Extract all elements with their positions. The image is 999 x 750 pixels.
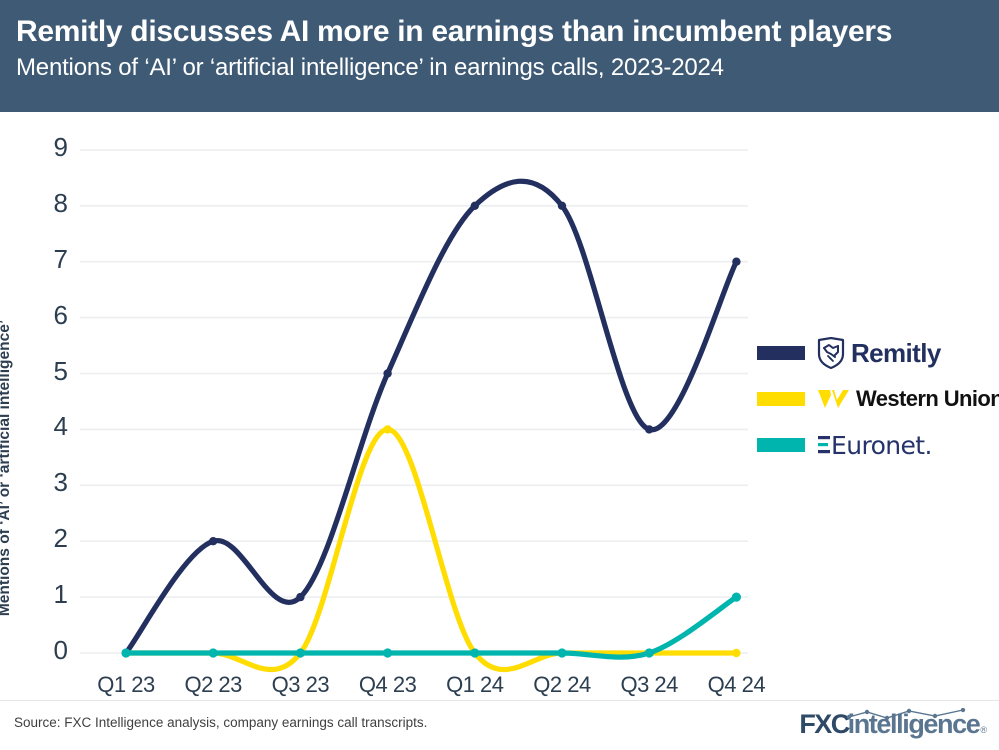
series-line-remitly: [123, 178, 739, 656]
data-point-remitly-q4-23: [383, 369, 392, 378]
data-point-euronet-q1-24: [470, 648, 480, 658]
euronet-e-icon: [818, 436, 830, 454]
legend-label-euronet: Euronet.: [831, 430, 932, 460]
y-axis-tick-3: 3: [53, 467, 68, 498]
x-axis-tick-q3-24: Q3 24: [620, 672, 678, 697]
x-axis-tick-q2-24: Q2 24: [533, 672, 591, 697]
y-axis-tick-4: 4: [53, 411, 68, 442]
data-point-remitly-q3-23: [296, 592, 305, 602]
x-axis-tick-q4-24: Q4 24: [707, 672, 766, 697]
x-axis-tick-q3-23: Q3 23: [271, 672, 330, 697]
y-axis-tick-1: 1: [53, 579, 68, 610]
data-point-euronet-q2-23: [208, 648, 218, 658]
series-line-euronet: [123, 594, 739, 660]
legend-item-euronet[interactable]: Euronet.: [757, 422, 997, 468]
data-point-euronet-q3-23: [295, 648, 305, 658]
page-subtitle: Mentions of ‘AI’ or ‘artificial intellig…: [16, 54, 724, 81]
legend-label-remitly: Remitly: [851, 337, 941, 368]
data-point-euronet-q3-24: [644, 648, 654, 658]
data-point-remitly-q3-24: [645, 425, 654, 434]
chart-container: Mentions of ‘AI’ or ‘artificial intellig…: [0, 112, 999, 700]
legend-label-western-union: Western Union: [856, 386, 999, 411]
data-point-euronet-q1-23: [121, 648, 131, 658]
x-axis-tick-q1-24: Q1 24: [446, 672, 504, 697]
western-union-w-icon: [818, 390, 849, 408]
data-point-remitly-q2-23: [209, 537, 218, 546]
data-point-western-union-q4-23: [383, 425, 392, 434]
data-point-euronet-q4-24: [731, 592, 742, 602]
legend-swatch-western-union: [757, 392, 805, 406]
data-point-remitly-q2-24: [557, 201, 567, 210]
fxc-dotline-icon: [847, 708, 966, 721]
series-line-western-union: [123, 426, 739, 673]
data-point-western-union-q4-24: [732, 648, 741, 658]
western-union-logo: Western Union: [817, 386, 999, 412]
legend-swatch-euronet: [757, 438, 805, 452]
x-axis-tick-q1-23: Q1 23: [97, 672, 155, 697]
chart-legend: Remitly Western Union: [757, 330, 999, 468]
y-axis-tick-9: 9: [53, 131, 68, 162]
y-axis-tick-6: 6: [53, 299, 68, 330]
data-point-euronet-q2-24: [557, 648, 567, 658]
fxc-brand-secondary: intelligence: [847, 709, 981, 739]
y-axis-tick-5: 5: [53, 355, 68, 386]
data-point-remitly-q1-24: [470, 201, 479, 210]
data-point-remitly-q4-24: [732, 257, 741, 266]
remitly-logo: Remitly: [817, 337, 941, 369]
y-axis-tick-2: 2: [53, 523, 68, 554]
fxc-brand-primary: FXC: [799, 709, 850, 739]
euronet-logo: Euronet.: [817, 431, 932, 460]
registered-mark: ®: [980, 725, 987, 735]
page-title: Remitly discusses AI more in earnings th…: [16, 15, 893, 48]
x-axis-tick-q4-23: Q4 23: [358, 672, 417, 697]
chart-header-banner: Remitly discusses AI more in earnings th…: [0, 0, 999, 112]
gridlines: [80, 149, 748, 654]
plot-svg: [80, 149, 748, 673]
y-axis-tick-7: 7: [53, 243, 68, 274]
x-axis-tick-q2-23: Q2 23: [184, 672, 242, 697]
series-points: [121, 201, 742, 658]
y-axis-tick-0: 0: [53, 635, 68, 665]
data-point-euronet-q4-23: [383, 648, 393, 658]
legend-item-western-union[interactable]: Western Union: [757, 376, 999, 422]
fxc-intelligence-logo: FXC intelligence ®: [799, 708, 987, 740]
remitly-shield-handshake-icon: [817, 337, 845, 369]
legend-item-remitly[interactable]: Remitly: [757, 330, 997, 376]
y-axis-tick-8: 8: [53, 187, 68, 218]
source-note: Source: FXC Intelligence analysis, compa…: [14, 715, 428, 730]
chart-footer: Source: FXC Intelligence analysis, compa…: [0, 700, 999, 750]
legend-swatch-remitly: [757, 346, 805, 360]
